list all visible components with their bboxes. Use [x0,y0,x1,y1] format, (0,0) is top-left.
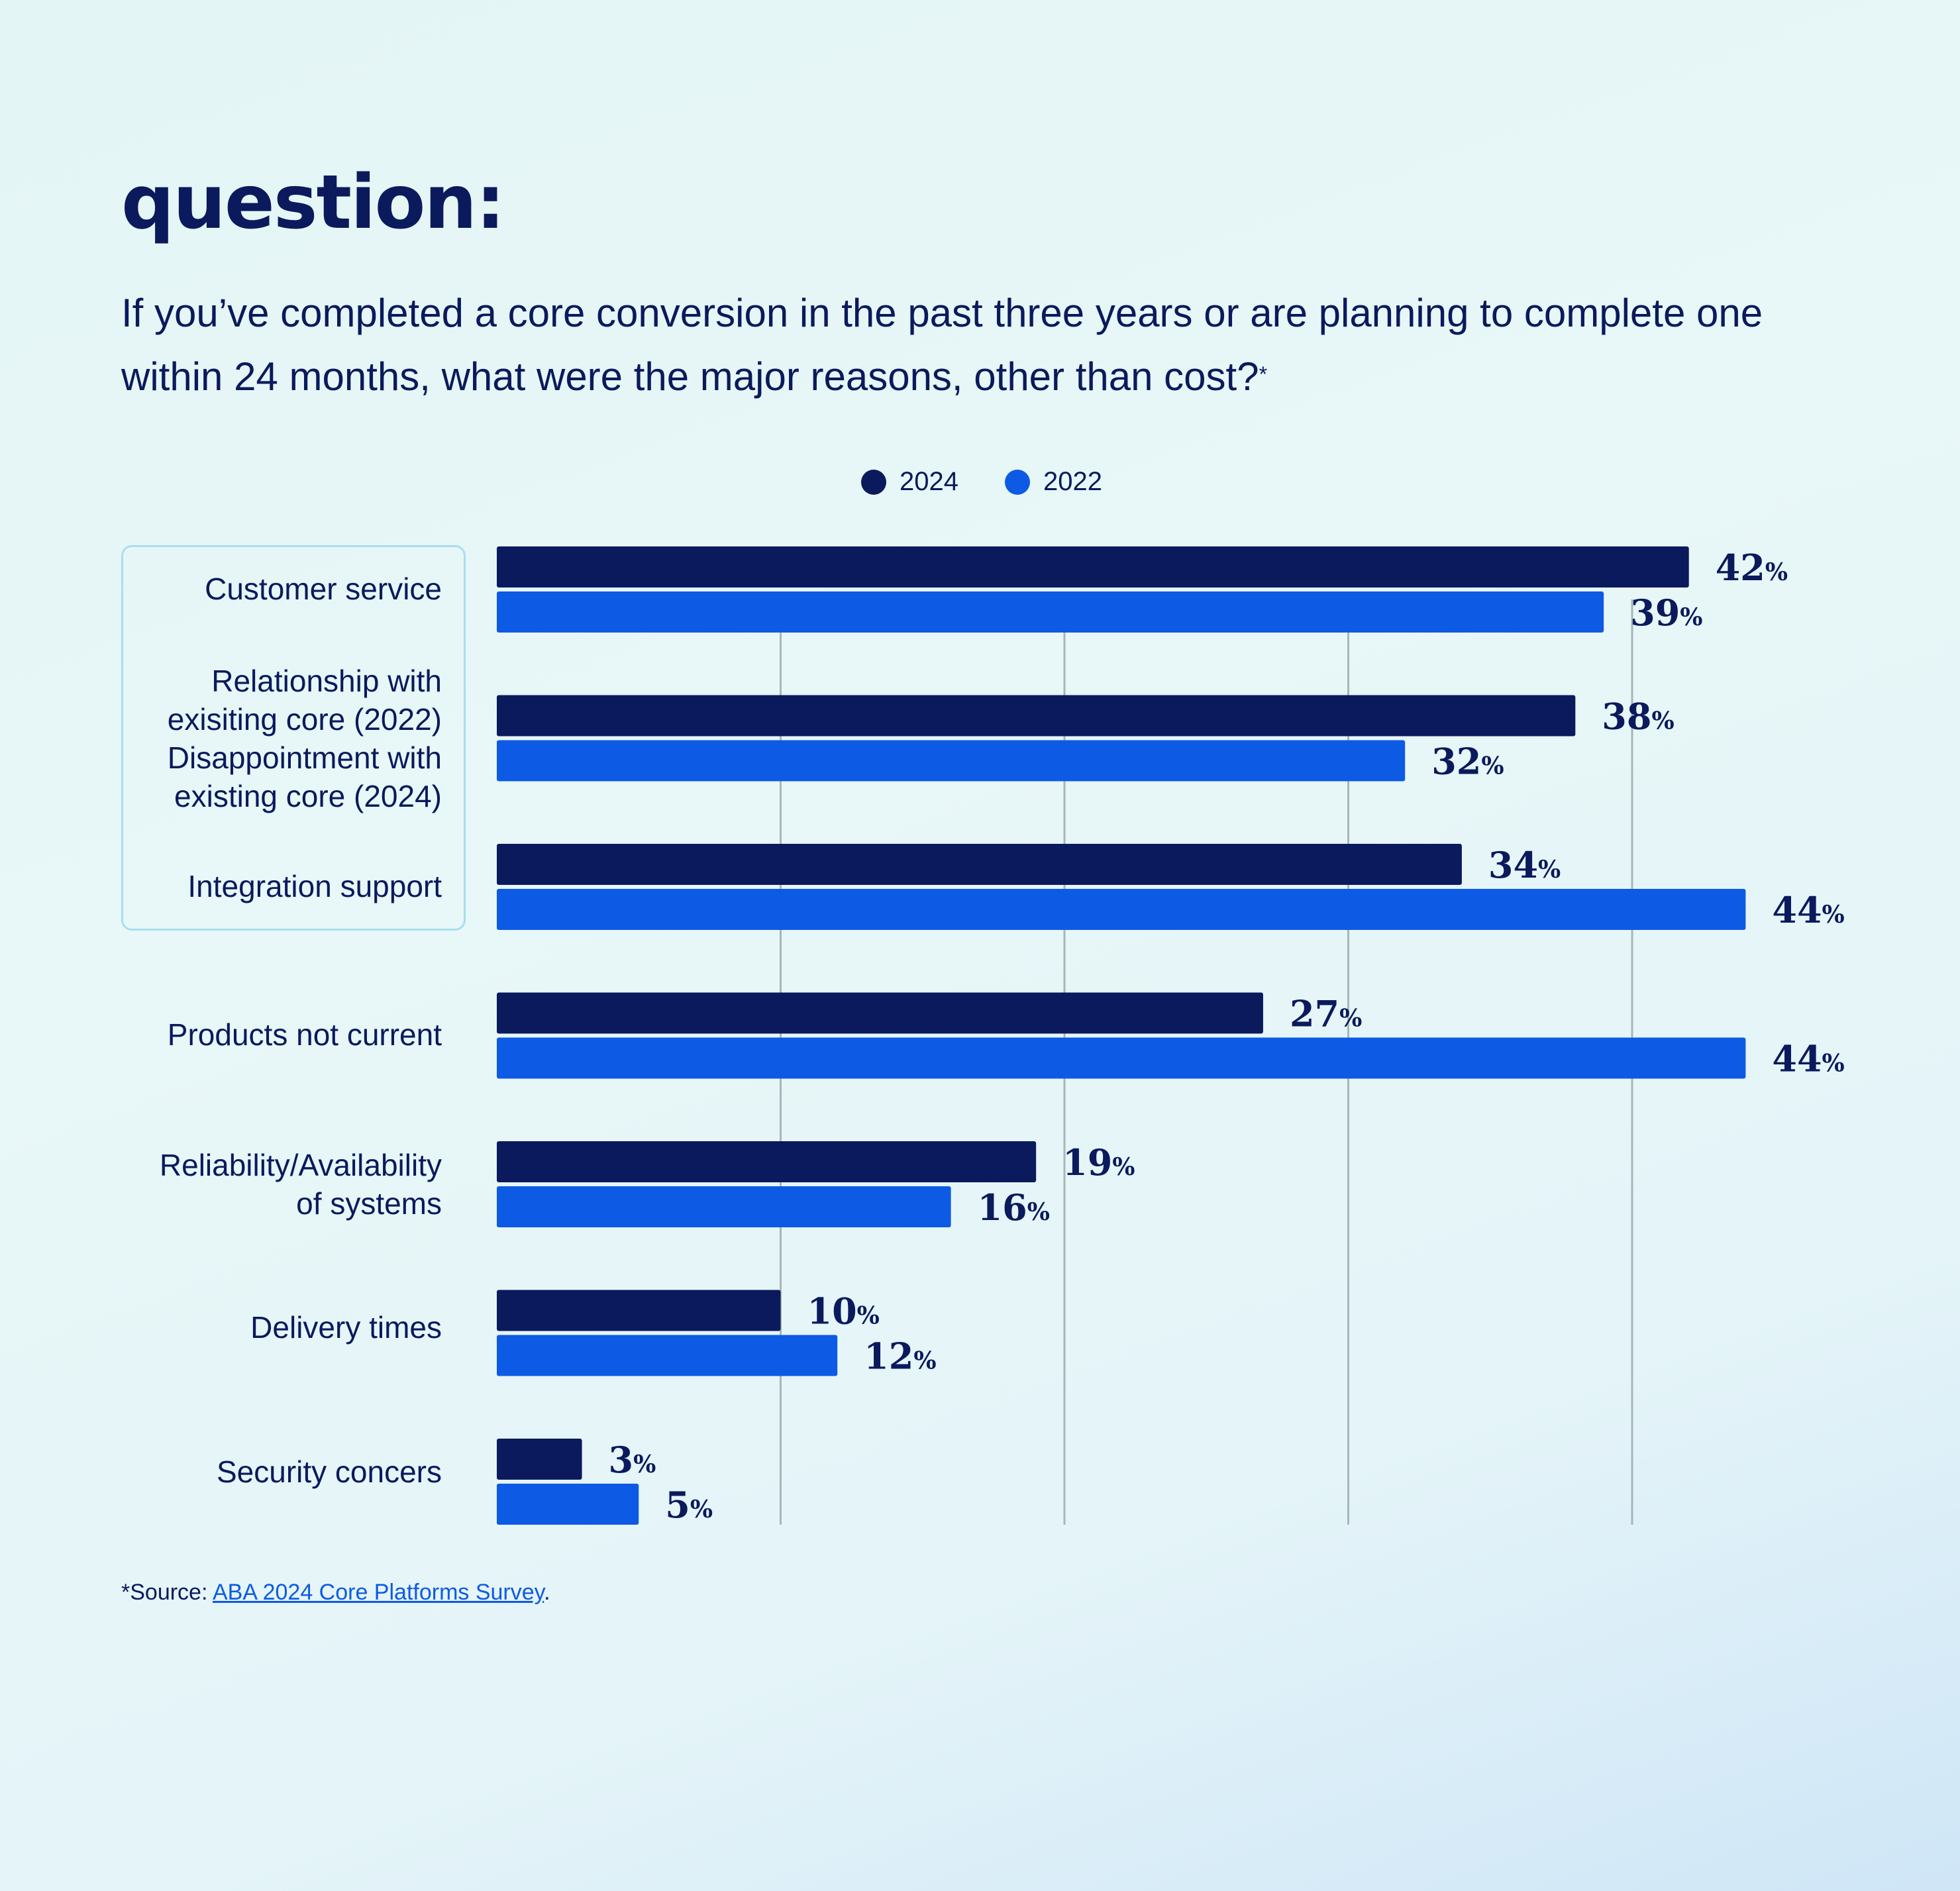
legend-label: 2022 [1043,467,1102,496]
bar-value-label: 12% [864,1335,936,1378]
legend-dot-icon [861,469,886,495]
source-note: *Source: ABA 2024 Core Platforms Survey. [121,1580,550,1606]
bar-value-label: 19% [1062,1141,1135,1184]
page-title: question: [121,160,505,246]
bar-value-label: 3% [609,1439,656,1481]
legend-item-2022: 2022 [1004,467,1102,497]
bar-value-label: 39% [1630,591,1702,634]
bar-2022 [497,1335,838,1376]
footnote-marker: * [1259,362,1268,386]
source-suffix: . [544,1580,550,1605]
bar-value-label: 32% [1431,741,1504,783]
category-label-delivery-times: Delivery times [250,1310,442,1345]
category-label-core-relationship: Relationship with exisiting core (2022) … [167,664,442,813]
chart-question: If you’ve completed a core conversion in… [121,281,1857,409]
category-label-security: Security concers [216,1455,442,1489]
bar-2022 [497,889,1746,930]
legend-dot-icon [1004,469,1030,495]
bar-2022 [497,591,1604,633]
chart-legend: 2024 2022 [861,467,1149,497]
bar-2024 [497,695,1576,737]
bar-2024 [497,1439,582,1480]
bar-2024 [497,546,1689,588]
bar-2024 [497,1290,781,1331]
bar-2022 [497,1484,639,1525]
category-label-reliability: Reliability/Availability of systems [159,1148,442,1221]
bar-value-label: 16% [978,1186,1050,1229]
bar-value-label: 44% [1772,1038,1844,1080]
bar-value-label: 38% [1602,695,1674,738]
bar-2022 [497,1037,1746,1079]
legend-item-2024: 2024 [861,467,958,497]
bar-value-label: 42% [1716,546,1788,589]
bar-value-label: 5% [665,1484,713,1526]
source-link[interactable]: ABA 2024 Core Platforms Survey [212,1580,544,1605]
highlight-box [121,545,466,931]
question-text: If you’ve completed a core conversion in… [121,291,1763,399]
bar-2022 [497,740,1406,782]
bar-value-label: 44% [1772,889,1844,931]
category-label-products-not-current: Products not current [167,1017,442,1052]
category-label-integration-support: Integration support [187,869,442,903]
bar-value-label: 10% [807,1290,880,1333]
bar-value-label: 27% [1290,993,1362,1035]
bar-2024 [497,844,1462,885]
bar-2022 [497,1186,951,1227]
source-prefix: *Source: [121,1580,213,1605]
category-label-customer-service: Customer service [205,572,442,606]
legend-label: 2024 [900,467,958,496]
bar-2024 [497,992,1263,1034]
bar-value-label: 34% [1488,844,1561,886]
bar-2024 [497,1141,1037,1182]
